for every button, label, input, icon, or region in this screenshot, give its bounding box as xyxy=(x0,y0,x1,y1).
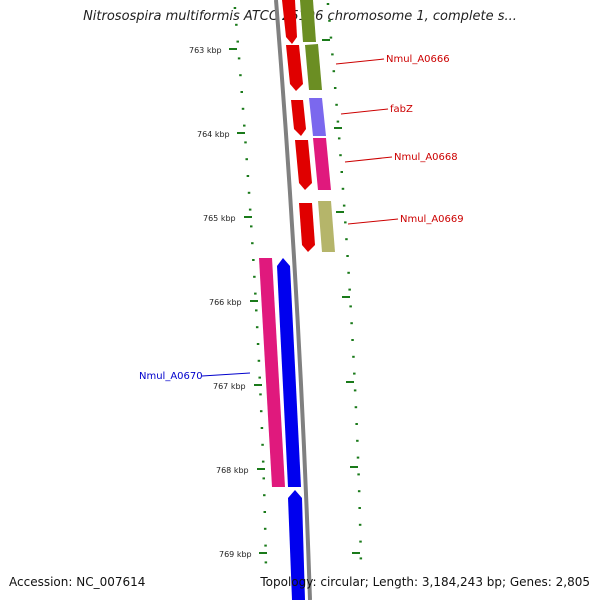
gene-feature-magenta[interactable] xyxy=(259,258,285,487)
outer-minor-ticks xyxy=(326,3,363,560)
outer-major-ticks xyxy=(322,39,360,554)
tick-label: 768 kbp xyxy=(216,466,249,475)
gene-feature-khaki[interactable] xyxy=(318,201,335,252)
label-connector xyxy=(340,108,389,115)
gene-feature-olive[interactable] xyxy=(305,44,322,90)
tick-label: 769 kbp xyxy=(219,550,252,559)
tick-label: 766 kbp xyxy=(209,298,242,307)
inner-minor-ticks xyxy=(233,7,268,564)
gene-label-nmul-a0666[interactable]: Nmul_A0666 xyxy=(386,54,450,65)
accession-text: Accession: NC_007614 xyxy=(9,575,146,589)
tick-label: 765 kbp xyxy=(203,214,236,223)
gene-label-nmul-a0669[interactable]: Nmul_A0669 xyxy=(400,214,464,225)
tick-label: 767 kbp xyxy=(213,382,246,391)
label-connector xyxy=(201,372,251,377)
topology-text: Topology: circular; Length: 3,184,243 bp… xyxy=(260,575,590,589)
gene-feature-red[interactable] xyxy=(282,0,297,44)
tick-label: 763 kbp xyxy=(189,46,222,55)
gene-feature-red[interactable] xyxy=(295,140,312,190)
label-connector xyxy=(344,156,393,163)
label-connector xyxy=(347,218,399,225)
gene-label-nmul-a0670[interactable]: Nmul_A0670 xyxy=(139,371,203,382)
gene-label-fabz[interactable]: fabZ xyxy=(390,104,413,115)
gene-feature-red[interactable] xyxy=(299,203,315,252)
gene-feature-olive[interactable] xyxy=(300,0,316,42)
genome-backbone xyxy=(274,0,312,600)
gene-feature-blue[interactable] xyxy=(288,490,305,600)
map-title: Nitrosospira multiformis ATCC 25196 chro… xyxy=(83,9,517,24)
tick-label: 764 kbp xyxy=(197,130,230,139)
gene-feature-blue[interactable] xyxy=(277,258,301,487)
major-ticks: 763 kbp 764 kbp 765 kbp 766 kbp 767 kbp … xyxy=(189,46,267,559)
label-connector xyxy=(335,58,385,65)
gene-feature-magenta[interactable] xyxy=(313,138,331,190)
gene-feature-red[interactable] xyxy=(291,100,306,136)
gene-feature-red[interactable] xyxy=(286,45,303,91)
gene-label-nmul-a0668[interactable]: Nmul_A0668 xyxy=(394,152,458,163)
gene-feature-purple[interactable] xyxy=(309,98,326,136)
